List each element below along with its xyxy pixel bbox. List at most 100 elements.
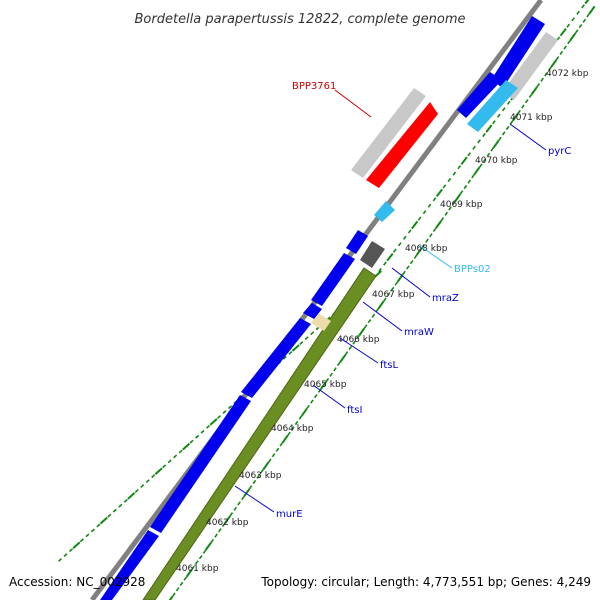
cds-mraZ [346,230,368,254]
cds-blue-upper [491,16,545,88]
inner-ruler [168,5,596,600]
outer-ruler-tick [392,248,397,253]
outer-ruler-tick [107,513,112,518]
cds-grey-upper [502,32,558,100]
inner-ruler-tick [463,184,468,190]
inner-ruler-tick [267,458,272,463]
inner-ruler-tick [262,461,270,471]
inner-ruler-tick [198,555,203,560]
inner-ruler-tick [281,434,289,444]
outer-ruler-tick [291,344,300,352]
inner-ruler-tick [563,45,567,50]
inner-ruler-tick [210,538,215,544]
gene-labels: BPP3761 pyrC BPPs02 mraZ mraW ftsL ftsI … [234,81,571,520]
outer-ruler-tick [227,405,233,410]
cds-mraW [311,253,355,306]
inner-ruler-tick [409,260,414,265]
outer-ruler-tick [205,424,211,429]
leader-mraW [362,301,403,332]
leader-mraZ [391,267,431,298]
inner-ruler-tick [243,488,251,497]
outer-ruler-tick [447,177,452,183]
inner-ruler-tick [555,56,560,61]
kbp-label: 4070 kbp [475,156,518,166]
inner-ruler-tick [544,72,548,77]
inner-ruler-tick [256,474,261,479]
inner-ruler-tick [290,426,295,431]
inner-ruler-tick [530,86,538,95]
inner-ruler-tick [521,104,525,109]
rna-BPPs02 [374,201,395,222]
inner-ruler-tick [300,408,308,417]
cds-lower [100,530,159,600]
inner-ruler-tick [448,206,452,211]
kbp-label: 4064 kbp [271,424,314,434]
inner-ruler-tick [271,453,276,458]
outer-ruler-tick [195,434,200,439]
outer-ruler-tick [485,124,493,133]
outer-ruler-tick [576,10,580,15]
inner-ruler-tick [325,378,330,383]
inner-ruler-tick [195,560,199,565]
inner-ruler-tick [425,238,429,243]
gene-label-ftsL: ftsL [380,360,398,371]
kbp-label: 4062 kbp [206,518,249,528]
inner-ruler-tick [550,59,558,68]
leader-pyrC [509,123,547,151]
outer-ruler-tick [496,113,501,118]
cds-ftsI [241,318,311,398]
inner-ruler-tick [386,292,391,297]
inner-ruler-tick [356,335,360,340]
inner-ruler-tick [490,147,495,152]
outer-ruler-tick [72,541,81,549]
inner-ruler-tick [569,32,577,42]
inner-ruler-tick [275,447,280,452]
inner-ruler-tick [183,576,188,581]
outer-ruler-tick [467,152,472,157]
operon-band [142,267,377,600]
outer-ruler-tick [584,0,590,5]
outer-ruler-tick [151,474,156,479]
inner-ruler-tick [367,319,372,324]
outer-ruler-tick [417,216,422,221]
inner-ruler-tick [536,83,541,88]
outer-ruler-tick [209,418,218,426]
inner-ruler-tick [432,227,437,232]
gene-label-mraW: mraW [404,327,434,338]
outer-ruler-tick [299,341,304,345]
outer-ruler-tick [134,489,139,493]
cds-grey-BPP3761 [351,88,426,178]
outer-ruler-tick [85,533,90,538]
cds-ftsL [303,303,322,319]
kbp-label: 4065 kbp [304,380,347,390]
inner-ruler-tick [191,565,195,570]
leader-ftsI [312,384,346,409]
outer-ruler-tick [288,350,293,355]
inner-ruler-tick [363,324,368,329]
outer-ruler-tick [162,464,167,469]
outer-ruler-tick [482,132,486,138]
kbp-label: 4068 kbp [405,244,448,254]
kbp-label: 4067 kbp [372,290,415,300]
cds-pyrC [467,80,518,132]
inner-ruler-tick [415,247,423,256]
kbp-label: 4071 kbp [510,113,553,123]
leader-ftsL [339,337,379,364]
inner-ruler-tick [287,431,291,436]
map-title: Bordetella parapertussis 12822, complete… [135,12,466,27]
inner-ruler-tick [168,595,174,600]
inner-ruler-tick [413,254,418,259]
outer-ruler-tick [460,156,468,165]
inner-ruler-tick [567,40,571,45]
kbp-label: 4063 kbp [239,471,282,481]
outer-ruler-tick [378,267,382,273]
outer-ruler-tick [127,492,136,500]
inner-ruler-tick [344,351,349,356]
outer-ruler-tick [222,410,227,414]
outer-ruler-tick [112,508,117,513]
inner-ruler-tick [221,522,226,527]
inner-ruler-tick [175,587,180,592]
inner-ruler-tick [547,66,552,72]
kbp-label: 4072 kbp [546,69,589,79]
